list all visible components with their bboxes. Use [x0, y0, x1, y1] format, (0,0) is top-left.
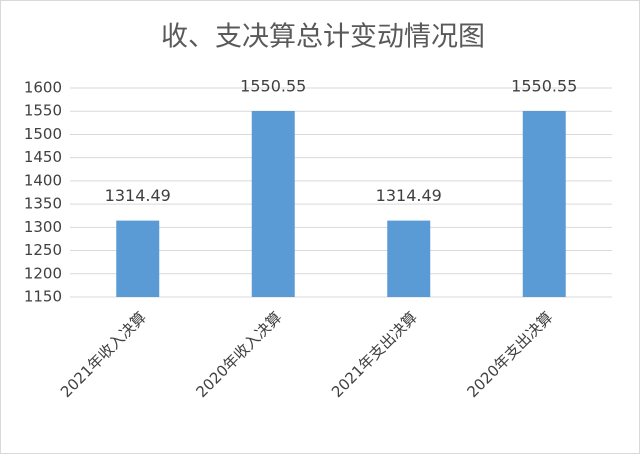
value-label: 1314.49 [105, 186, 171, 205]
bar [251, 110, 295, 298]
value-label: 1550.55 [511, 76, 577, 95]
y-tick-label: 1600 [24, 79, 62, 97]
y-tick-label: 1400 [24, 171, 62, 189]
bar [387, 220, 431, 297]
y-tick-label: 1150 [24, 288, 62, 306]
y-tick-label: 1350 [24, 195, 62, 213]
y-tick-label: 1450 [24, 148, 62, 166]
value-label: 1550.55 [240, 76, 306, 95]
chart-title: 收、支决算总计变动情况图 [161, 22, 485, 53]
y-tick-label: 1200 [24, 264, 62, 282]
bar [116, 220, 160, 297]
y-tick-label: 1500 [24, 125, 62, 143]
y-tick-label: 1550 [24, 102, 62, 120]
bar [522, 110, 566, 298]
y-tick-label: 1250 [24, 241, 62, 259]
y-tick-label: 1300 [24, 218, 62, 236]
value-label: 1314.49 [376, 186, 442, 205]
